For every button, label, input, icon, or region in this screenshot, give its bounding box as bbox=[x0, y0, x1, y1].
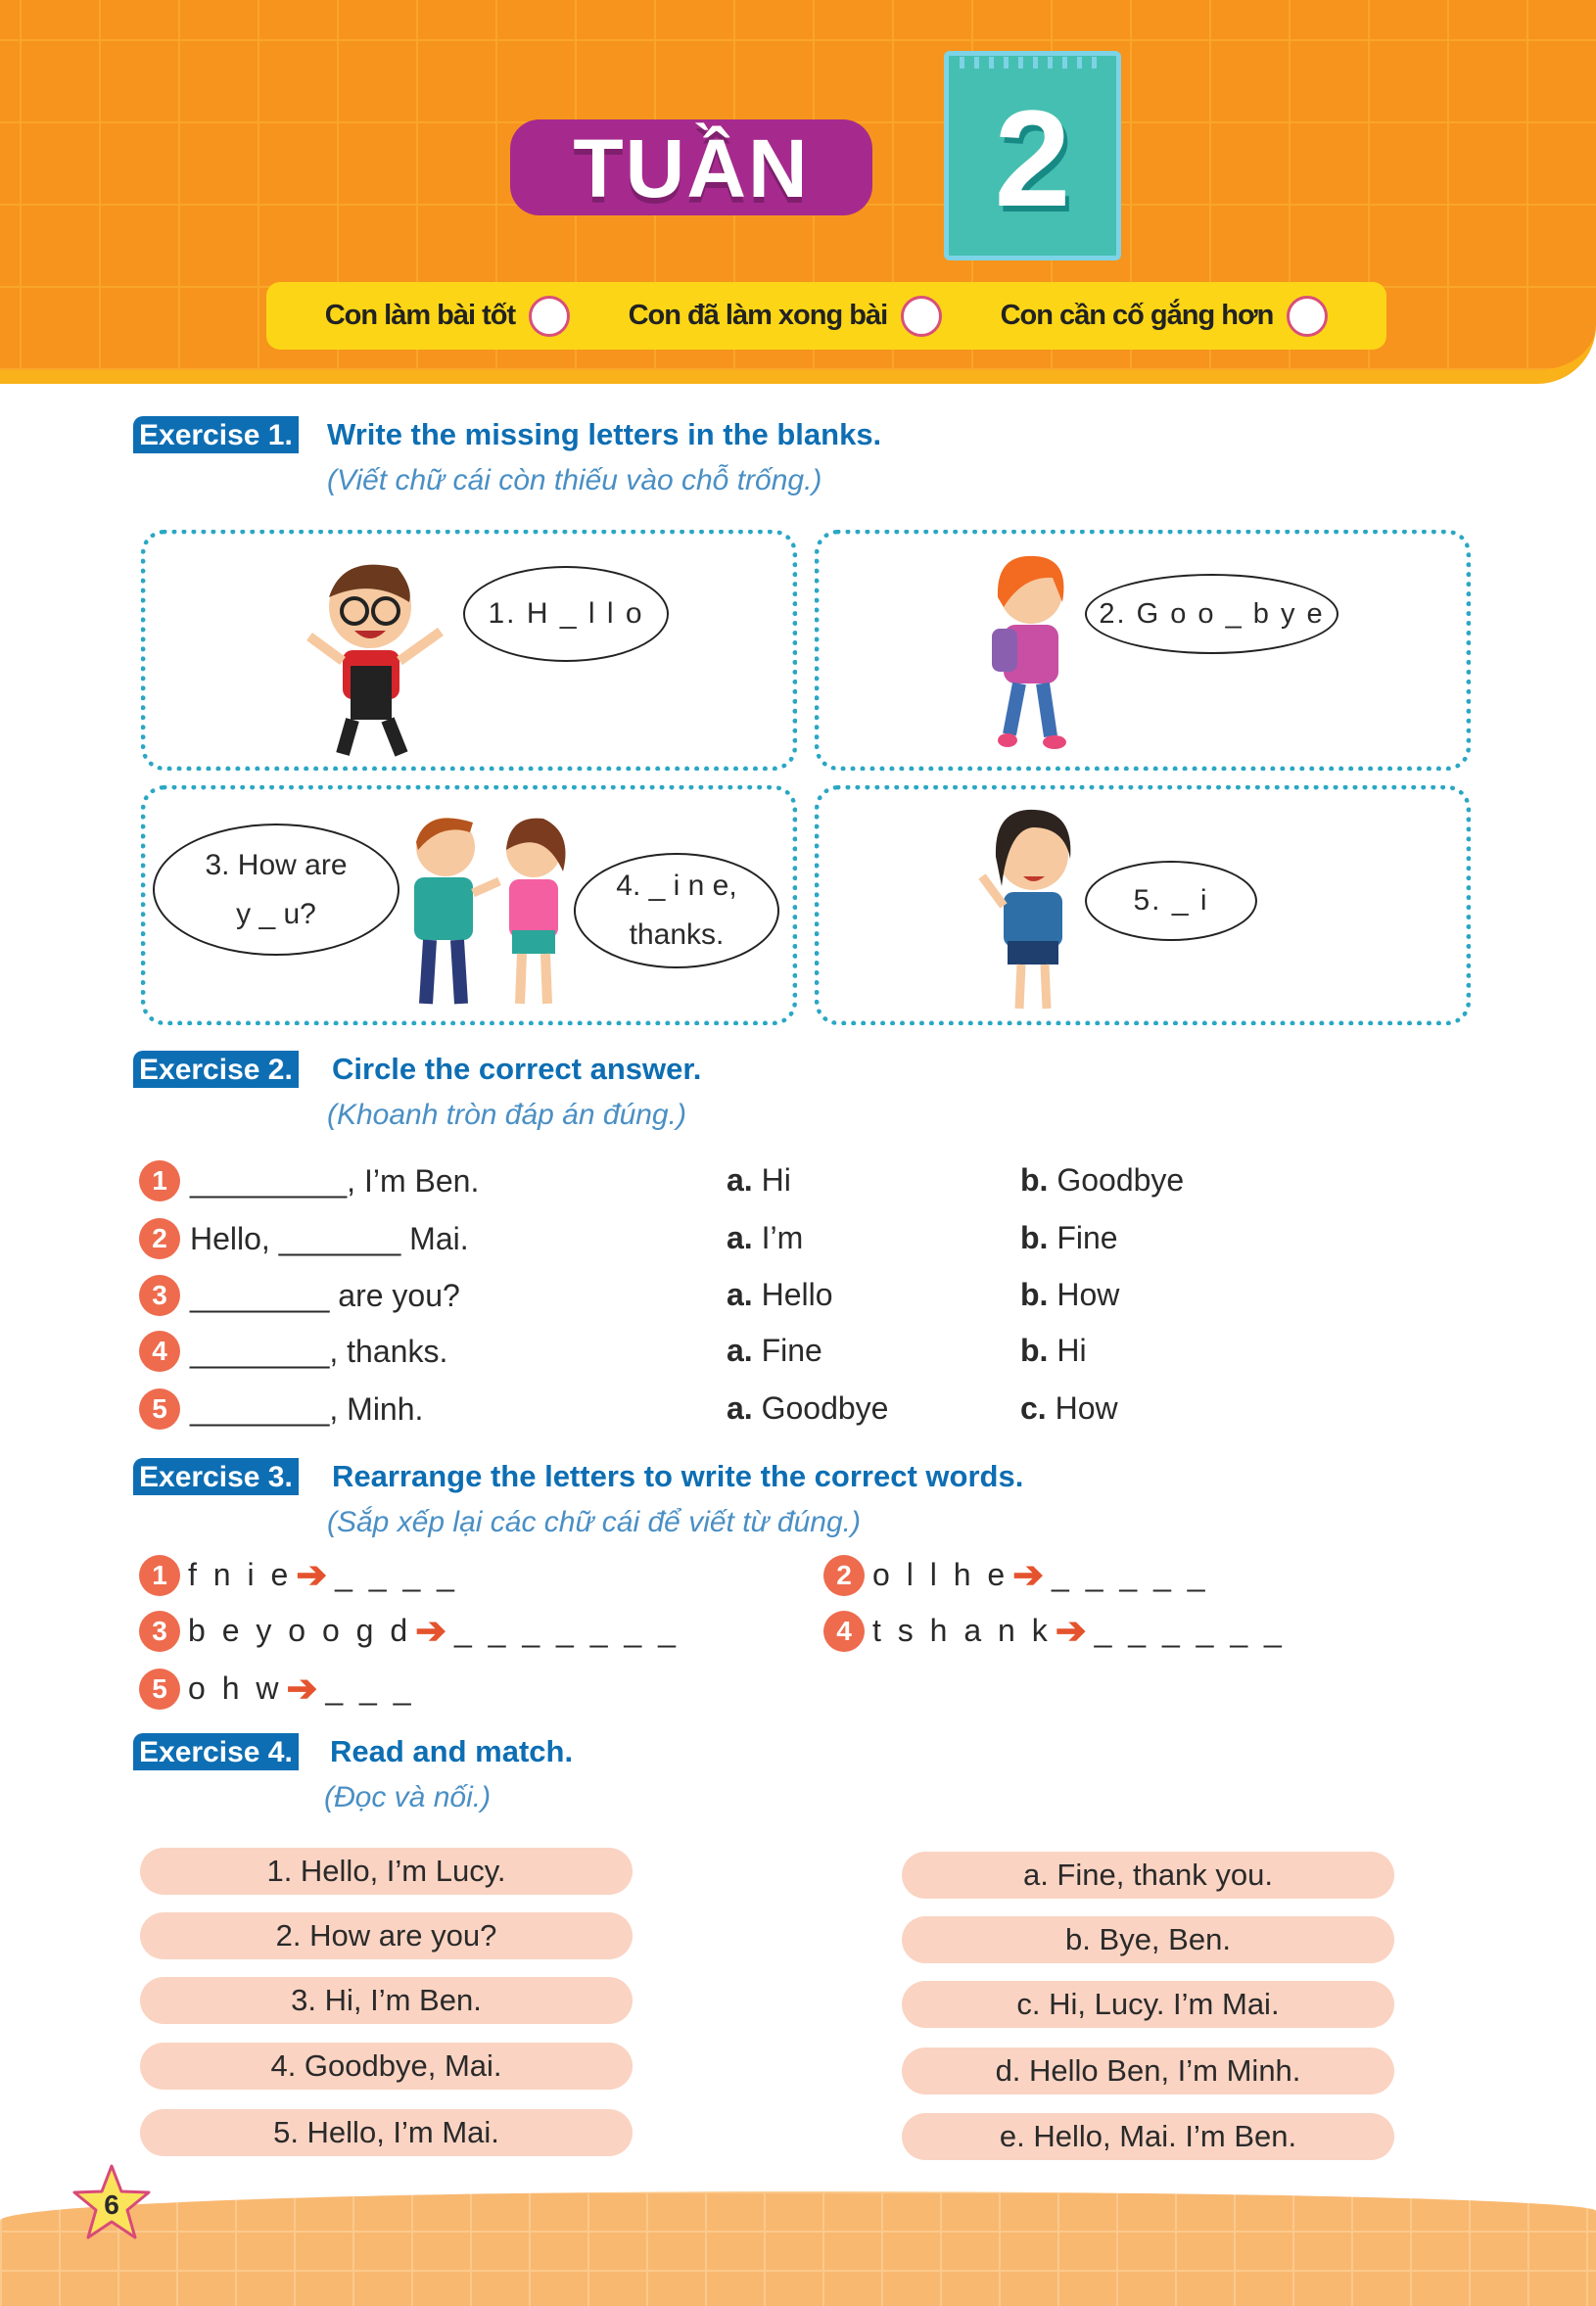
exercise-2-title: Circle the correct answer. bbox=[332, 1052, 702, 1086]
answer-blanks[interactable]: _ _ _ _ _ _ _ bbox=[453, 1613, 680, 1648]
match-right-item[interactable]: c. Hi, Lucy. I’m Mai. bbox=[902, 1981, 1394, 2028]
dialogue-panel-4 bbox=[815, 785, 1471, 1025]
match-right-item[interactable]: d. Hello Ben, I’m Minh. bbox=[902, 2047, 1394, 2094]
arrow-right-icon: ➔ bbox=[1055, 1611, 1091, 1652]
speech-bubble-5: 5. _ i bbox=[1085, 861, 1257, 941]
option-b[interactable]: c. How bbox=[1020, 1390, 1118, 1426]
question-text: ________, Minh. bbox=[190, 1390, 424, 1427]
speech-bubble-1: 1. H _ l l o bbox=[463, 566, 669, 662]
arrow-right-icon: ➔ bbox=[415, 1611, 450, 1652]
option-b[interactable]: b. How bbox=[1020, 1277, 1120, 1312]
exercise-2-subtitle: (Khoanh tròn đáp án đúng.) bbox=[327, 1099, 686, 1131]
boy-and-girl-talking-illustration bbox=[414, 818, 566, 1005]
question-row: 5 ________, Minh. bbox=[139, 1388, 423, 1430]
speech-bubble-3: 3. How are y _ u? bbox=[153, 824, 399, 956]
match-left-item[interactable]: 3. Hi, I’m Ben. bbox=[140, 1977, 633, 2024]
option-b[interactable]: b. Fine bbox=[1020, 1220, 1118, 1255]
dialogue-panel-1 bbox=[141, 530, 797, 771]
question-row: 3 ________ are you? bbox=[139, 1275, 460, 1316]
dialogue-panel-3 bbox=[141, 785, 797, 1025]
match-right-item[interactable]: b. Bye, Ben. bbox=[902, 1916, 1394, 1963]
week-label: TUẦN bbox=[510, 119, 872, 215]
question-number: 2 bbox=[139, 1218, 180, 1259]
dialogue-panel-2 bbox=[815, 530, 1471, 771]
exercise-3-label: Exercise 3. bbox=[133, 1458, 299, 1495]
question-number: 5 bbox=[139, 1388, 180, 1430]
arrow-right-icon: ➔ bbox=[296, 1555, 332, 1596]
question-text: Hello, _______ Mai. bbox=[190, 1220, 469, 1256]
answer-blanks[interactable]: _ _ _ _ bbox=[335, 1557, 458, 1592]
answer-blanks[interactable]: _ _ _ _ _ bbox=[1052, 1557, 1209, 1592]
arrow-right-icon: ➔ bbox=[1012, 1555, 1049, 1596]
exercise-1-subtitle: (Viết chữ cái còn thiếu vào chỗ trống.) bbox=[327, 464, 822, 496]
match-left-item[interactable]: 2. How are you? bbox=[140, 1912, 633, 1959]
option-b[interactable]: b. Goodbye bbox=[1020, 1162, 1185, 1198]
arrow-right-icon: ➔ bbox=[286, 1669, 322, 1710]
notepad-rings-icon bbox=[960, 57, 1106, 69]
exercise-4-title: Read and match. bbox=[330, 1734, 574, 1768]
exercise-1-label: Exercise 1. bbox=[133, 416, 299, 453]
scrambled-letters: o h w bbox=[188, 1671, 283, 1706]
scrambled-letters: f n i e bbox=[188, 1557, 293, 1592]
rating-checkbox[interactable] bbox=[529, 295, 571, 337]
item-number: 5 bbox=[139, 1668, 180, 1710]
rating-try-harder: Con cần cố gắng hơn bbox=[1001, 295, 1329, 337]
boy-character-illustration bbox=[306, 564, 444, 757]
question-text: ________, thanks. bbox=[190, 1333, 448, 1369]
option-a[interactable]: a. Hi bbox=[727, 1162, 791, 1198]
option-a[interactable]: a. I’m bbox=[727, 1220, 804, 1255]
question-number: 1 bbox=[139, 1160, 180, 1201]
question-row: 4 ________, thanks. bbox=[139, 1331, 447, 1372]
exercise-4-subtitle: (Đọc và nối.) bbox=[324, 1781, 492, 1813]
rating-checkbox[interactable] bbox=[901, 295, 943, 337]
page-number-star-icon bbox=[72, 2164, 151, 2239]
question-number: 4 bbox=[139, 1331, 180, 1372]
scrambled-letters: o l l h e bbox=[872, 1557, 1009, 1592]
answer-blanks[interactable]: _ _ _ bbox=[325, 1671, 415, 1706]
week-number: 2 bbox=[944, 51, 1121, 260]
answer-blanks[interactable]: _ _ _ _ _ _ bbox=[1094, 1613, 1286, 1648]
scrambled-letters: t s h a n k bbox=[872, 1613, 1052, 1648]
item-number: 3 bbox=[139, 1610, 180, 1652]
girl-with-backpack-illustration bbox=[992, 555, 1066, 749]
page-number: 6 bbox=[104, 2189, 119, 2220]
question-text: _________, I’m Ben. bbox=[190, 1162, 480, 1199]
scrambled-letters: b e y o o g d bbox=[188, 1613, 412, 1648]
exercise-3-title: Rearrange the letters to write the corre… bbox=[332, 1459, 1024, 1493]
footer-decoration bbox=[0, 2191, 1596, 2306]
rating-done: Con đã làm xong bài bbox=[629, 295, 943, 337]
exercise-3-subtitle: (Sắp xếp lại các chữ cái để viết từ đúng… bbox=[327, 1506, 861, 1538]
speech-bubble-4: 4. _ i n e, thanks. bbox=[574, 853, 779, 968]
exercise-1-title: Write the missing letters in the blanks. bbox=[327, 417, 882, 451]
match-right-item[interactable]: a. Fine, thank you. bbox=[902, 1852, 1394, 1899]
rating-good: Con làm bài tốt bbox=[325, 295, 571, 337]
question-row: 2 Hello, _______ Mai. bbox=[139, 1218, 469, 1259]
option-b[interactable]: b. Hi bbox=[1020, 1333, 1087, 1368]
exercise-2-label: Exercise 2. bbox=[133, 1051, 299, 1088]
exercise-4-label: Exercise 4. bbox=[133, 1733, 299, 1770]
match-right-item[interactable]: e. Hello, Mai. I’m Ben. bbox=[902, 2113, 1394, 2160]
question-text: ________ are you? bbox=[190, 1277, 460, 1313]
item-number: 1 bbox=[139, 1554, 180, 1596]
self-assessment-bar: Con làm bài tốt Con đã làm xong bài Con … bbox=[266, 282, 1386, 350]
question-row: 1 _________, I’m Ben. bbox=[139, 1160, 479, 1201]
girl-waving-illustration bbox=[978, 809, 1071, 1010]
item-number: 4 bbox=[823, 1610, 865, 1652]
speech-bubble-2: 2. G o o _ b y e bbox=[1085, 574, 1338, 654]
option-a[interactable]: a. Fine bbox=[727, 1333, 822, 1368]
rating-checkbox[interactable] bbox=[1287, 295, 1329, 337]
question-number: 3 bbox=[139, 1275, 180, 1316]
option-a[interactable]: a. Goodbye bbox=[727, 1390, 889, 1426]
option-a[interactable]: a. Hello bbox=[727, 1277, 833, 1312]
match-left-item[interactable]: 4. Goodbye, Mai. bbox=[140, 2043, 633, 2090]
match-left-item[interactable]: 5. Hello, I’m Mai. bbox=[140, 2109, 633, 2156]
item-number: 2 bbox=[823, 1554, 865, 1596]
match-left-item[interactable]: 1. Hello, I’m Lucy. bbox=[140, 1848, 633, 1895]
